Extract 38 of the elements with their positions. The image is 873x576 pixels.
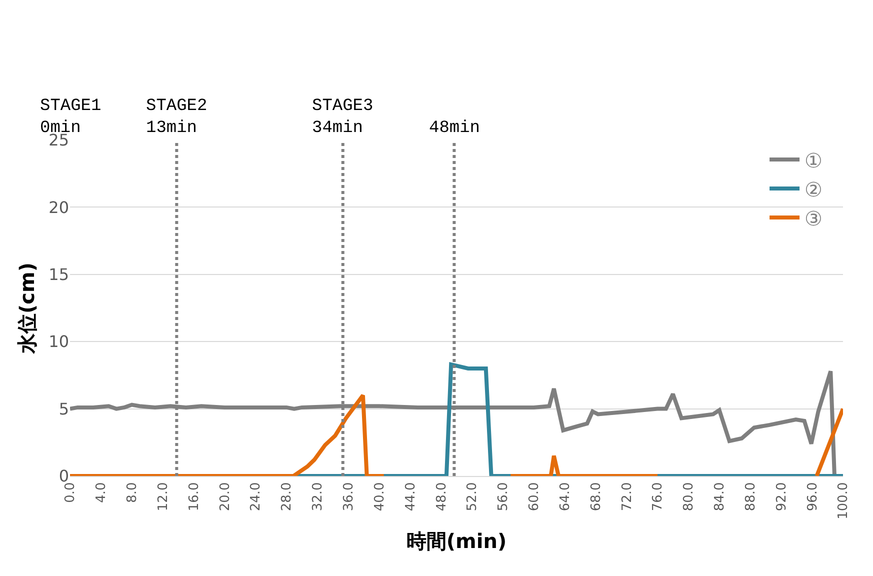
y-axis-title: 水位(cm) — [15, 262, 40, 354]
ref-line-label: STAGE3 34min — [312, 97, 374, 138]
ref-line-label: 48min — [429, 119, 480, 138]
x-tick-label: 56.0 — [496, 482, 512, 512]
x-tick-label: 92.0 — [774, 482, 790, 512]
x-tick-label: 4.0 — [94, 482, 110, 503]
x-tick-label: 48.0 — [434, 482, 450, 512]
x-tick-label: 60.0 — [527, 482, 542, 512]
x-tick-label: 28.0 — [280, 482, 295, 512]
x-tick-label: 96.0 — [805, 482, 820, 512]
x-tick-label: 16.0 — [186, 482, 202, 512]
legend-label: ① — [804, 148, 823, 172]
x-tick-label: 20.0 — [218, 482, 233, 512]
x-tick-label: 88.0 — [743, 482, 758, 512]
y-tick-label: 15 — [48, 265, 69, 284]
x-tick-label: 32.0 — [310, 482, 326, 512]
y-tick-label: 20 — [48, 198, 69, 217]
x-tick-label: 12.0 — [156, 482, 171, 512]
x-tick-label: 80.0 — [682, 482, 697, 512]
x-tick-label: 44.0 — [403, 482, 418, 512]
x-tick-label: 24.0 — [248, 482, 264, 512]
x-tick-label: 8.0 — [125, 482, 140, 503]
x-tick-label: 52.0 — [465, 482, 480, 512]
y-tick-label: 10 — [48, 332, 69, 352]
x-tick-label: 72.0 — [620, 482, 635, 512]
x-tick-label: 0.0 — [63, 482, 78, 503]
x-tick-label: 36.0 — [342, 482, 357, 512]
x-axis-title: 時間(min) — [406, 528, 507, 553]
x-tick-label: 76.0 — [650, 482, 666, 512]
x-tick-label: 100.0 — [836, 482, 852, 520]
y-tick-label: 5 — [58, 399, 69, 418]
ref-line-label: STAGE2 13min — [146, 97, 208, 138]
legend-label: ② — [804, 177, 823, 202]
x-tick-label: 68.0 — [588, 482, 604, 512]
x-tick-label: 64.0 — [558, 482, 573, 512]
x-tick-label: 84.0 — [712, 482, 728, 512]
legend-label: ③ — [804, 206, 823, 230]
x-tick-label: 40.0 — [372, 482, 388, 512]
